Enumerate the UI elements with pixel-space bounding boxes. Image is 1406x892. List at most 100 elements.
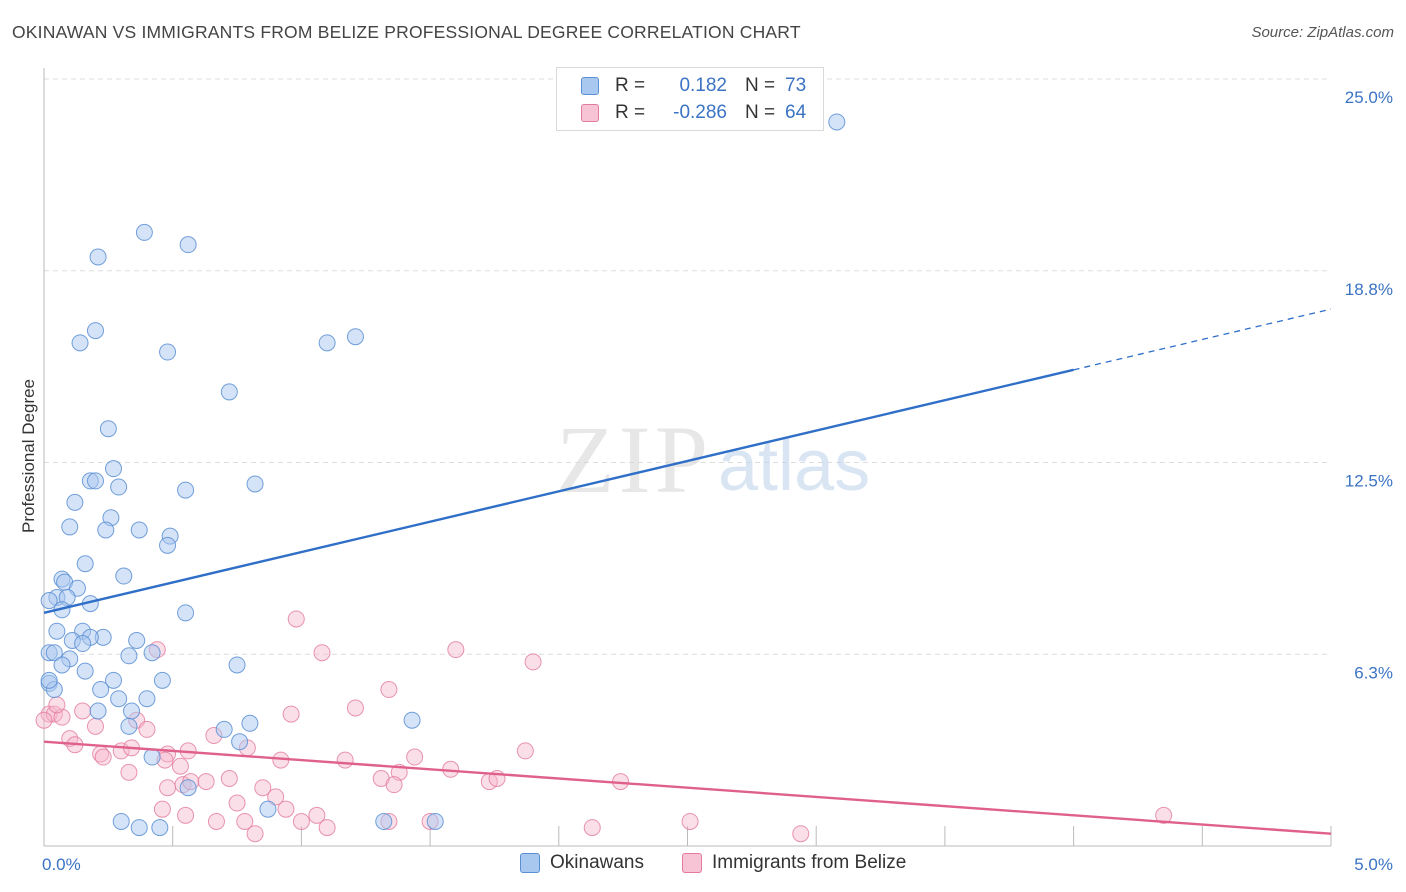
okinawan-point bbox=[403, 711, 421, 729]
okinawan-point bbox=[128, 631, 146, 649]
belize-point bbox=[346, 699, 364, 717]
series-swatch-blue bbox=[520, 853, 540, 873]
y-tick-label: 6.3% bbox=[1354, 663, 1393, 682]
okinawan-point bbox=[120, 717, 138, 735]
okinawan-point bbox=[135, 223, 153, 241]
series-legend-belize[interactable]: Immigrants from Belize bbox=[682, 852, 906, 874]
okinawan-point bbox=[115, 567, 133, 585]
belize-point bbox=[35, 711, 53, 729]
belize-point bbox=[94, 748, 112, 766]
okinawan-point bbox=[66, 493, 84, 511]
okinawan-point bbox=[112, 812, 130, 830]
okinawan-point bbox=[71, 334, 89, 352]
okinawan-point bbox=[104, 671, 122, 689]
tick-labels: 25.0% 18.8% 12.5% 6.3% 0.0% 5.0% bbox=[42, 88, 1393, 874]
x-tick-label: 0.0% bbox=[42, 855, 81, 874]
belize-point bbox=[1155, 806, 1173, 824]
belize-trend-line bbox=[43, 740, 1332, 835]
okinawan-point bbox=[92, 681, 110, 699]
okinawan-point bbox=[53, 656, 71, 674]
okinawan-point bbox=[153, 671, 171, 689]
okinawan-point bbox=[159, 536, 177, 554]
okinawan-point bbox=[61, 518, 79, 536]
legend-row-belize: R = -0.286 N = 64 bbox=[581, 100, 806, 126]
okinawan-point bbox=[104, 460, 122, 478]
legend-n-value: 73 bbox=[785, 75, 807, 96]
belize-point bbox=[583, 819, 601, 837]
legend-n-label: N = bbox=[745, 102, 776, 123]
okinawan-point bbox=[246, 475, 264, 493]
stats-legend: R = 0.182 N = 73 R = -0.286 N = 64 bbox=[556, 67, 824, 131]
okinawan-point bbox=[179, 236, 197, 254]
okinawan-point bbox=[110, 690, 128, 708]
okinawan-point bbox=[123, 702, 141, 720]
source-label: Source: ZipAtlas.com bbox=[1251, 24, 1394, 41]
belize-point bbox=[681, 812, 699, 830]
okinawan-point bbox=[86, 472, 104, 490]
y-tick-label: 18.8% bbox=[1345, 280, 1393, 299]
okinawan-point bbox=[228, 656, 246, 674]
okinawan-trend-line bbox=[43, 368, 1074, 614]
belize-point bbox=[282, 705, 300, 723]
okinawan-point bbox=[130, 819, 148, 837]
belize-point bbox=[267, 788, 285, 806]
y-axis-label: Professional Degree bbox=[19, 379, 38, 533]
okinawan-point bbox=[828, 113, 846, 131]
belize-point bbox=[254, 779, 272, 797]
watermark-atlas: atlas bbox=[718, 426, 870, 506]
legend-r-value: -0.286 bbox=[673, 102, 727, 123]
belize-point bbox=[171, 757, 189, 775]
okinawan-point bbox=[375, 812, 393, 830]
belize-point bbox=[228, 794, 246, 812]
watermark-zip: ZIP bbox=[556, 406, 712, 513]
okinawan-point bbox=[76, 662, 94, 680]
belize-point bbox=[792, 825, 810, 843]
legend-row-okinawans: R = 0.182 N = 73 bbox=[581, 73, 806, 99]
okinawan-point bbox=[426, 812, 444, 830]
okinawan-point bbox=[40, 671, 58, 689]
y-tick-label: 12.5% bbox=[1345, 472, 1393, 491]
okinawan-point bbox=[48, 622, 66, 640]
belize-point bbox=[524, 653, 542, 671]
okinawan-point bbox=[215, 720, 233, 738]
y-tick-label: 25.0% bbox=[1345, 88, 1393, 107]
series-legend-okinawans[interactable]: Okinawans bbox=[520, 852, 644, 874]
belize-point bbox=[380, 681, 398, 699]
belize-point bbox=[336, 751, 354, 769]
series-okinawan-points bbox=[40, 113, 846, 837]
belize-point bbox=[207, 812, 225, 830]
okinawan-point bbox=[179, 779, 197, 797]
okinawan-point bbox=[74, 635, 92, 653]
belize-point bbox=[385, 776, 403, 794]
series-label-belize: Immigrants from Belize bbox=[712, 852, 907, 873]
legend-r-label: R = bbox=[615, 102, 646, 123]
chart-title: OKINAWAN VS IMMIGRANTS FROM BELIZE PROFE… bbox=[12, 22, 801, 42]
okinawan-point bbox=[241, 714, 259, 732]
belize-point bbox=[236, 812, 254, 830]
legend-n-label: N = bbox=[745, 75, 776, 96]
belize-point bbox=[159, 779, 177, 797]
okinawan-point bbox=[40, 592, 58, 610]
trend-lines bbox=[43, 308, 1332, 835]
legend-r-value: 0.182 bbox=[679, 75, 727, 96]
belize-point bbox=[48, 696, 66, 714]
belize-point bbox=[277, 800, 295, 818]
legend-n-value: 64 bbox=[785, 102, 807, 123]
okinawan-trend-extension bbox=[1073, 308, 1332, 371]
series-swatch-pink bbox=[682, 853, 702, 873]
belize-point bbox=[292, 812, 310, 830]
belize-point bbox=[177, 806, 195, 824]
belize-point bbox=[406, 748, 424, 766]
legend-r-label: R = bbox=[615, 75, 646, 96]
belize-point bbox=[516, 742, 534, 760]
okinawan-point bbox=[130, 521, 148, 539]
legend-swatch-blue bbox=[581, 77, 599, 95]
okinawan-point bbox=[110, 478, 128, 496]
belize-point bbox=[86, 717, 104, 735]
okinawan-point bbox=[86, 322, 104, 340]
okinawan-point bbox=[346, 328, 364, 346]
watermark: ZIP atlas bbox=[556, 406, 870, 513]
belize-point bbox=[197, 773, 215, 791]
okinawan-point bbox=[45, 644, 63, 662]
okinawan-point bbox=[120, 647, 138, 665]
